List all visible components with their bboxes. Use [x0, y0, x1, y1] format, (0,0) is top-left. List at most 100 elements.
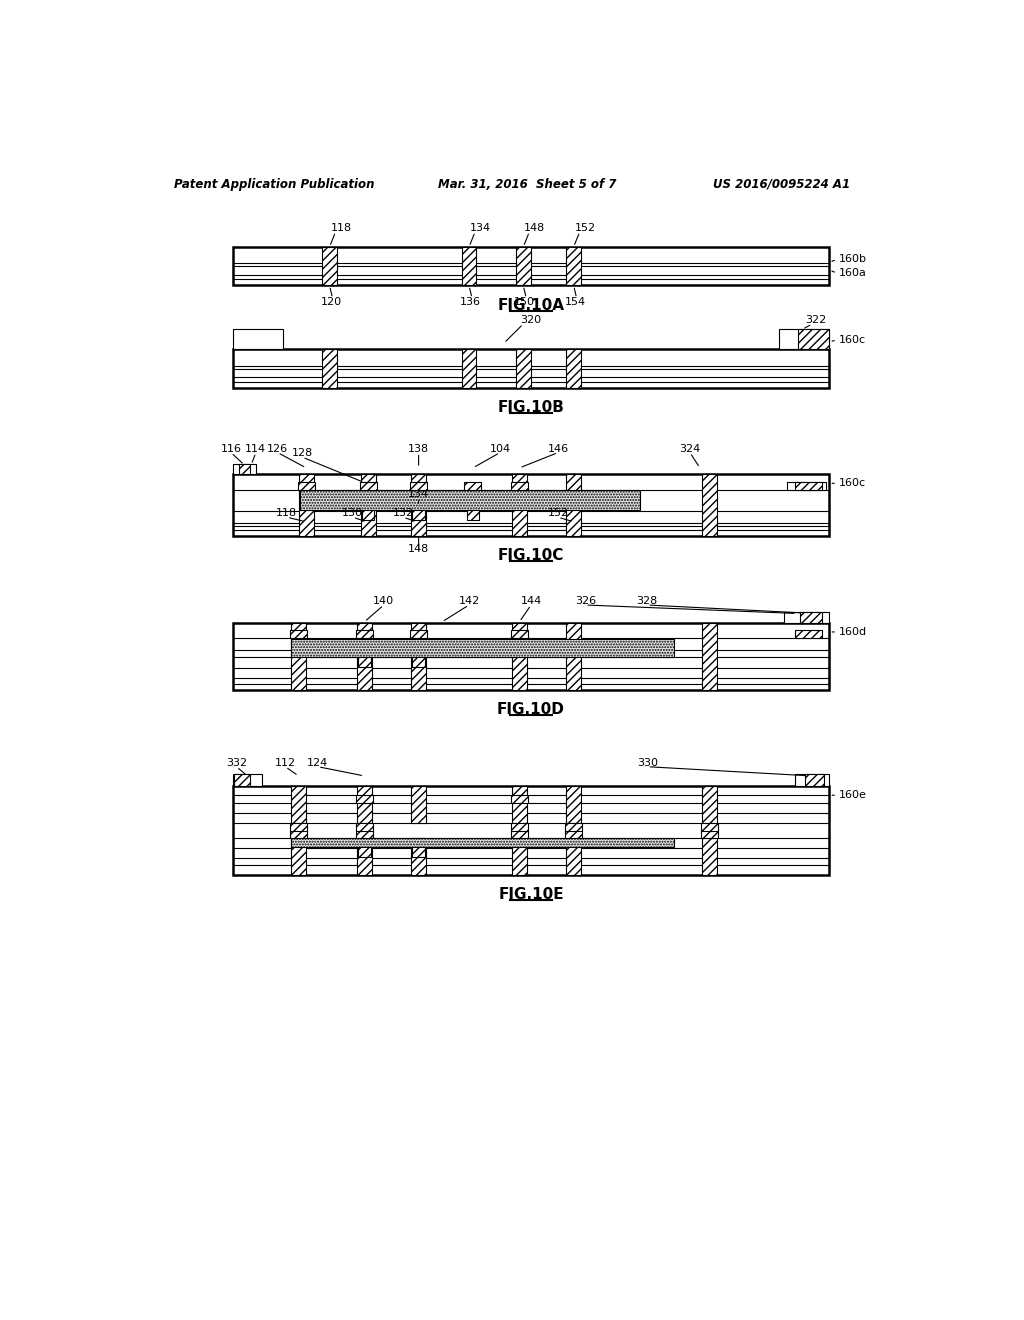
Bar — [234, 775, 250, 785]
Bar — [356, 795, 373, 803]
Text: 112: 112 — [274, 758, 296, 768]
Text: 124: 124 — [307, 758, 329, 768]
Bar — [232, 330, 283, 350]
Bar — [412, 785, 426, 822]
Bar — [232, 775, 262, 785]
Bar — [291, 785, 306, 822]
Text: FIG.10B: FIG.10B — [498, 400, 564, 416]
Bar — [462, 247, 476, 285]
Bar — [356, 830, 373, 838]
Bar — [566, 623, 581, 689]
Bar — [516, 247, 530, 285]
Text: 146: 146 — [548, 444, 568, 454]
Text: 160b: 160b — [839, 255, 866, 264]
Bar — [795, 631, 821, 638]
Text: FIG.10E: FIG.10E — [499, 887, 564, 902]
Bar — [511, 482, 528, 490]
Bar — [357, 785, 372, 822]
Bar — [362, 511, 375, 520]
Text: FIG.10C: FIG.10C — [498, 548, 564, 564]
Bar — [800, 612, 821, 623]
Bar — [358, 847, 371, 857]
Text: 120: 120 — [321, 297, 342, 308]
Bar — [701, 623, 717, 689]
Text: 152: 152 — [574, 223, 596, 232]
Text: 134: 134 — [470, 223, 492, 232]
Bar — [565, 830, 583, 838]
Bar — [701, 838, 717, 875]
Bar — [357, 838, 372, 875]
Bar — [356, 631, 373, 638]
Bar — [512, 785, 526, 822]
Bar — [511, 822, 528, 830]
Text: 138: 138 — [408, 444, 429, 454]
Text: 160c: 160c — [839, 478, 866, 488]
Bar — [795, 775, 829, 785]
Text: 148: 148 — [524, 223, 546, 232]
Bar — [511, 631, 528, 638]
Bar — [358, 656, 371, 667]
Bar — [566, 247, 581, 285]
Bar — [412, 838, 426, 875]
Text: 114: 114 — [246, 444, 266, 454]
Bar — [566, 474, 581, 536]
Bar — [291, 623, 306, 689]
Text: 152: 152 — [548, 508, 568, 519]
Bar — [511, 795, 528, 803]
Bar — [291, 838, 675, 847]
Bar — [805, 775, 824, 785]
Text: 128: 128 — [292, 449, 313, 458]
Text: 134: 134 — [408, 490, 429, 499]
Bar — [566, 785, 581, 822]
Bar — [323, 350, 337, 388]
Bar — [300, 490, 640, 511]
Bar — [462, 350, 476, 388]
Bar — [516, 350, 530, 388]
Bar — [410, 482, 427, 490]
Text: 324: 324 — [679, 444, 700, 454]
Text: 118: 118 — [331, 223, 351, 232]
Bar — [232, 465, 256, 474]
Bar — [701, 474, 717, 536]
Bar — [467, 511, 479, 520]
Bar — [359, 482, 377, 490]
Bar — [290, 631, 307, 638]
Bar — [512, 623, 526, 689]
Text: 160d: 160d — [839, 627, 866, 638]
Bar — [511, 830, 528, 838]
Text: 126: 126 — [267, 444, 288, 454]
Bar — [799, 330, 829, 350]
Bar — [786, 482, 825, 490]
Text: 330: 330 — [637, 758, 657, 768]
Bar — [413, 511, 425, 520]
Text: 332: 332 — [226, 758, 247, 768]
Bar — [232, 785, 829, 875]
Bar — [356, 822, 373, 830]
Text: 320: 320 — [520, 315, 542, 325]
Text: 326: 326 — [574, 597, 596, 606]
Bar — [239, 465, 250, 474]
Bar — [232, 247, 829, 285]
Bar — [795, 482, 821, 490]
Bar — [232, 350, 829, 388]
Bar — [290, 822, 307, 830]
Bar — [566, 838, 581, 875]
Text: 154: 154 — [564, 297, 586, 308]
Bar — [413, 656, 425, 667]
Text: 136: 136 — [460, 297, 481, 308]
Bar — [323, 247, 337, 285]
Text: 328: 328 — [637, 597, 657, 606]
Bar — [413, 847, 425, 857]
Bar — [412, 474, 426, 536]
Text: 160e: 160e — [839, 791, 866, 800]
Text: 144: 144 — [520, 597, 542, 606]
Bar — [232, 623, 829, 689]
Text: 160a: 160a — [839, 268, 866, 279]
Text: 118: 118 — [276, 508, 297, 519]
Bar — [700, 822, 718, 830]
Text: Mar. 31, 2016  Sheet 5 of 7: Mar. 31, 2016 Sheet 5 of 7 — [438, 178, 616, 190]
Text: 140: 140 — [373, 597, 394, 606]
Text: FIG.10D: FIG.10D — [497, 702, 565, 717]
Text: US 2016/0095224 A1: US 2016/0095224 A1 — [713, 178, 850, 190]
Text: 130: 130 — [342, 508, 364, 519]
